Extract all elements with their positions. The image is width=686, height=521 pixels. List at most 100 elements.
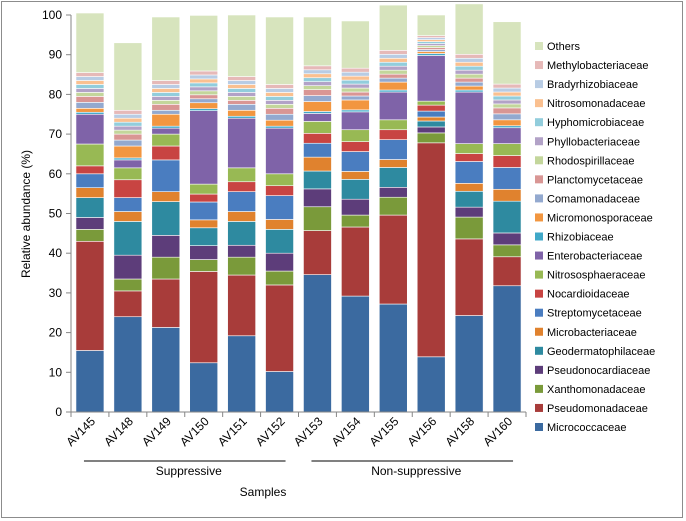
bar-segment-micromonosporaceae-av154 xyxy=(341,99,370,111)
bar-segment-planctomycetaceae-av153 xyxy=(303,89,332,96)
legend-swatch xyxy=(535,194,543,203)
bar-segment-pseudomonadaceae-av154 xyxy=(341,226,370,297)
y-tick-label: 30 xyxy=(49,286,63,300)
legend-swatch xyxy=(535,423,543,431)
bar-segment-pseudomonadaceae-av156 xyxy=(416,142,446,358)
bar-segment-micromonosporaceae-av155 xyxy=(378,81,408,91)
bar-segment-planctomycetaceae-av151 xyxy=(227,100,256,105)
legend-label: Hyphomicrobiaceae xyxy=(547,117,644,129)
bar-segment-xanthomonadaceae-av156 xyxy=(416,132,446,144)
bar-segment-bradyrhizobiaceae-av148 xyxy=(113,113,143,119)
x-tick-label: AV158 xyxy=(442,414,477,449)
bar-segment-microbacteriaceae-av154 xyxy=(341,171,370,180)
bar-segment-rhodospirillaceae-av158 xyxy=(454,73,484,79)
bar-segment-others-av160 xyxy=(492,21,522,85)
legend-label: Pseudomonadaceae xyxy=(547,403,648,415)
bar-segment-micromonosporaceae-av149 xyxy=(151,113,181,127)
bar-segment-pseudomonadaceae-av150 xyxy=(189,271,219,364)
legend-swatch xyxy=(535,289,543,298)
legend-label: Bradyrhizobiaceae xyxy=(547,79,638,91)
bar-segment-comamonadaceae-av152 xyxy=(265,113,294,121)
bar-segment-comamonadaceae-av151 xyxy=(227,104,256,111)
bar-segment-micromonosporaceae-av151 xyxy=(227,109,256,117)
x-tick-label: AV148 xyxy=(101,414,136,449)
bar-segment-pseudonocardiaceae-av148 xyxy=(113,254,143,280)
x-tick-label: AV152 xyxy=(253,414,288,449)
bar-segment-micrococcaceae-av160 xyxy=(492,285,522,413)
bar-segment-rhizobiaceae-av156 xyxy=(416,53,446,56)
bar-segment-micrococcaceae-av151 xyxy=(227,335,256,413)
bar-segment-streptomycetaceae-av151 xyxy=(227,191,256,212)
bar-segment-hyphomicrobiaceae-av152 xyxy=(265,96,294,101)
bar-segment-micrococcaceae-av156 xyxy=(416,356,446,413)
bar-segment-planctomycetaceae-av152 xyxy=(265,108,294,115)
bar-segment-nitrososphaeraceae-av148 xyxy=(113,167,143,181)
legend-swatch xyxy=(535,99,543,108)
bar-segment-micromonosporaceae-av145 xyxy=(75,108,105,113)
bar-segment-enterobacteriaceae-av150 xyxy=(189,110,219,185)
bar-segment-methylobacteriaceae-av160 xyxy=(492,83,522,89)
bar-segment-micromonosporaceae-av153 xyxy=(303,101,332,112)
bar-segment-others-av154 xyxy=(341,20,370,69)
bar-segment-streptomycetaceae-av155 xyxy=(378,139,408,160)
bar-segment-micrococcaceae-av158 xyxy=(454,315,484,413)
bar-segment-others-av153 xyxy=(303,16,332,67)
bar-segment-xanthomonadaceae-av145 xyxy=(75,229,105,242)
bar-segment-methylobacteriaceae-av148 xyxy=(113,109,143,115)
bar-segment-nitrosomonadaceae-av153 xyxy=(303,73,332,79)
x-tick-label: AV149 xyxy=(139,414,174,449)
bar-segment-others-av155 xyxy=(378,4,408,51)
y-ticks: 0 10 20 30 40 50 60 70 80 90 100 xyxy=(42,8,71,419)
bar-segment-geodermatophilaceae-av156 xyxy=(416,120,446,128)
legend-label: Others xyxy=(547,41,581,53)
bar-segment-pseudomonadaceae-av153 xyxy=(303,230,332,275)
legend-swatch xyxy=(535,365,543,374)
bar-segment-xanthomonadaceae-av151 xyxy=(227,256,256,276)
y-axis-title: Relative abundance (%) xyxy=(19,150,33,278)
bar-segment-bradyrhizobiaceae-av151 xyxy=(227,80,256,85)
bar-segment-enterobacteriaceae-av152 xyxy=(265,127,294,175)
bar-segment-pseudonocardiaceae-av153 xyxy=(303,188,332,208)
bar-segment-hyphomicrobiaceae-av149 xyxy=(151,92,181,97)
bar-segment-bradyrhizobiaceae-av154 xyxy=(341,71,370,77)
x-tick-label: AV154 xyxy=(329,414,364,449)
bar-segment-pseudonocardiaceae-av149 xyxy=(151,235,181,258)
legend-swatch xyxy=(535,118,543,127)
x-tick-label: AV155 xyxy=(367,414,402,449)
x-tick-label: AV160 xyxy=(480,414,515,449)
bar-segment-planctomycetaceae-av158 xyxy=(454,77,484,83)
bar-segment-rhodospirillaceae-av148 xyxy=(113,129,143,135)
bar-segment-geodermatophilaceae-av145 xyxy=(75,197,105,218)
legend-swatch xyxy=(535,156,543,165)
legend-swatch xyxy=(535,61,543,70)
bar-segment-nitrosomonadaceae-av160 xyxy=(492,91,522,97)
bar-segment-phyllobacteriaceae-av148 xyxy=(113,125,143,131)
bar-segment-methylobacteriaceae-av155 xyxy=(378,50,408,55)
legend-swatch xyxy=(535,251,543,260)
y-tick-label: 50 xyxy=(49,207,63,221)
bar-segment-enterobacteriaceae-av151 xyxy=(227,117,256,169)
bar-segment-microbacteriaceae-av158 xyxy=(454,183,484,192)
legend-swatch xyxy=(535,346,543,355)
bar-segment-geodermatophilaceae-av149 xyxy=(151,201,181,236)
legend-swatch xyxy=(535,308,543,317)
bar-segment-xanthomonadaceae-av158 xyxy=(454,216,484,240)
x-axis-title: Samples xyxy=(240,485,287,499)
bar-segment-streptomycetaceae-av160 xyxy=(492,167,522,190)
bar-segment-others-av149 xyxy=(151,16,181,81)
bar-segment-methylobacteriaceae-av151 xyxy=(227,76,256,81)
bar-segment-methylobacteriaceae-av154 xyxy=(341,67,370,73)
bar-segment-planctomycetaceae-av148 xyxy=(113,133,143,141)
bar-segment-comamonadaceae-av148 xyxy=(113,139,143,147)
bar-segment-enterobacteriaceae-av155 xyxy=(378,91,408,121)
legend-swatch xyxy=(535,42,543,50)
bar-segment-micromonosporaceae-av160 xyxy=(492,119,522,127)
legend-swatch xyxy=(535,175,543,184)
bar-segment-nitrososphaeraceae-av145 xyxy=(75,143,105,167)
y-tick-label: 10 xyxy=(49,365,63,379)
legend-swatch xyxy=(535,384,543,393)
bars-layer xyxy=(75,3,522,413)
bar-segment-micromonosporaceae-av152 xyxy=(265,119,294,127)
bar-segment-streptomycetaceae-av156 xyxy=(416,110,446,118)
y-tick-label: 20 xyxy=(49,326,63,340)
